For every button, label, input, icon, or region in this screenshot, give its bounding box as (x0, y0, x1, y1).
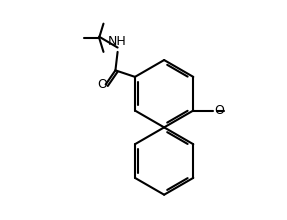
Text: NH: NH (108, 35, 127, 48)
Text: O: O (98, 78, 107, 91)
Text: O: O (214, 104, 224, 117)
